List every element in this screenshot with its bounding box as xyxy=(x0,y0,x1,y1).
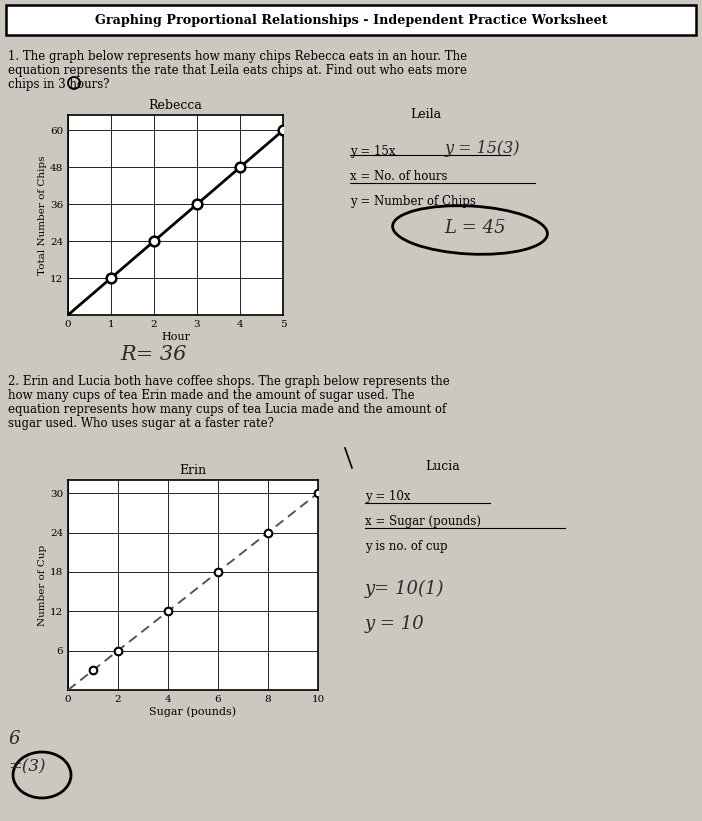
Text: x = Sugar (pounds): x = Sugar (pounds) xyxy=(365,515,481,528)
X-axis label: Sugar (pounds): Sugar (pounds) xyxy=(150,707,237,718)
Text: L = 45: L = 45 xyxy=(444,219,506,237)
Text: y = 10: y = 10 xyxy=(365,615,425,633)
Text: 2. Erin and Lucia both have coffee shops. The graph below represents the: 2. Erin and Lucia both have coffee shops… xyxy=(8,375,450,388)
Title: Rebecca: Rebecca xyxy=(149,99,202,112)
Text: x = No. of hours: x = No. of hours xyxy=(350,170,447,183)
Text: sugar used. Who uses sugar at a faster rate?: sugar used. Who uses sugar at a faster r… xyxy=(8,417,274,430)
X-axis label: Hour: Hour xyxy=(161,332,190,342)
Text: y = 10x: y = 10x xyxy=(365,490,411,503)
Y-axis label: Number of Cup: Number of Cup xyxy=(38,544,47,626)
Text: y is no. of cup: y is no. of cup xyxy=(365,540,448,553)
FancyBboxPatch shape xyxy=(6,5,696,35)
Text: Graphing Proportional Relationships - Independent Practice Worksheet: Graphing Proportional Relationships - In… xyxy=(95,13,607,26)
Text: y= 10(1): y= 10(1) xyxy=(365,580,444,599)
Text: y = 15x: y = 15x xyxy=(350,145,395,158)
Text: how many cups of tea Erin made and the amount of sugar used. The: how many cups of tea Erin made and the a… xyxy=(8,389,415,402)
Text: 1. The graph below represents how many chips Rebecca eats in an hour. The: 1. The graph below represents how many c… xyxy=(8,50,467,63)
Text: equation represents how many cups of tea Lucia made and the amount of: equation represents how many cups of tea… xyxy=(8,403,446,416)
Y-axis label: Total Number of Chips: Total Number of Chips xyxy=(38,155,47,275)
Text: =(3): =(3) xyxy=(8,758,46,775)
Text: y = Number of Chips: y = Number of Chips xyxy=(350,195,476,208)
Text: 6: 6 xyxy=(8,730,20,748)
Text: Lucia: Lucia xyxy=(425,460,460,473)
Text: R= 36: R= 36 xyxy=(120,345,186,364)
Title: Erin: Erin xyxy=(180,465,206,478)
Text: Leila: Leila xyxy=(410,108,441,121)
Text: y = 15(3): y = 15(3) xyxy=(445,140,520,157)
Text: chips in 3 hours?: chips in 3 hours? xyxy=(8,78,110,91)
Text: equation represents the rate that Leila eats chips at. Find out who eats more: equation represents the rate that Leila … xyxy=(8,64,467,77)
